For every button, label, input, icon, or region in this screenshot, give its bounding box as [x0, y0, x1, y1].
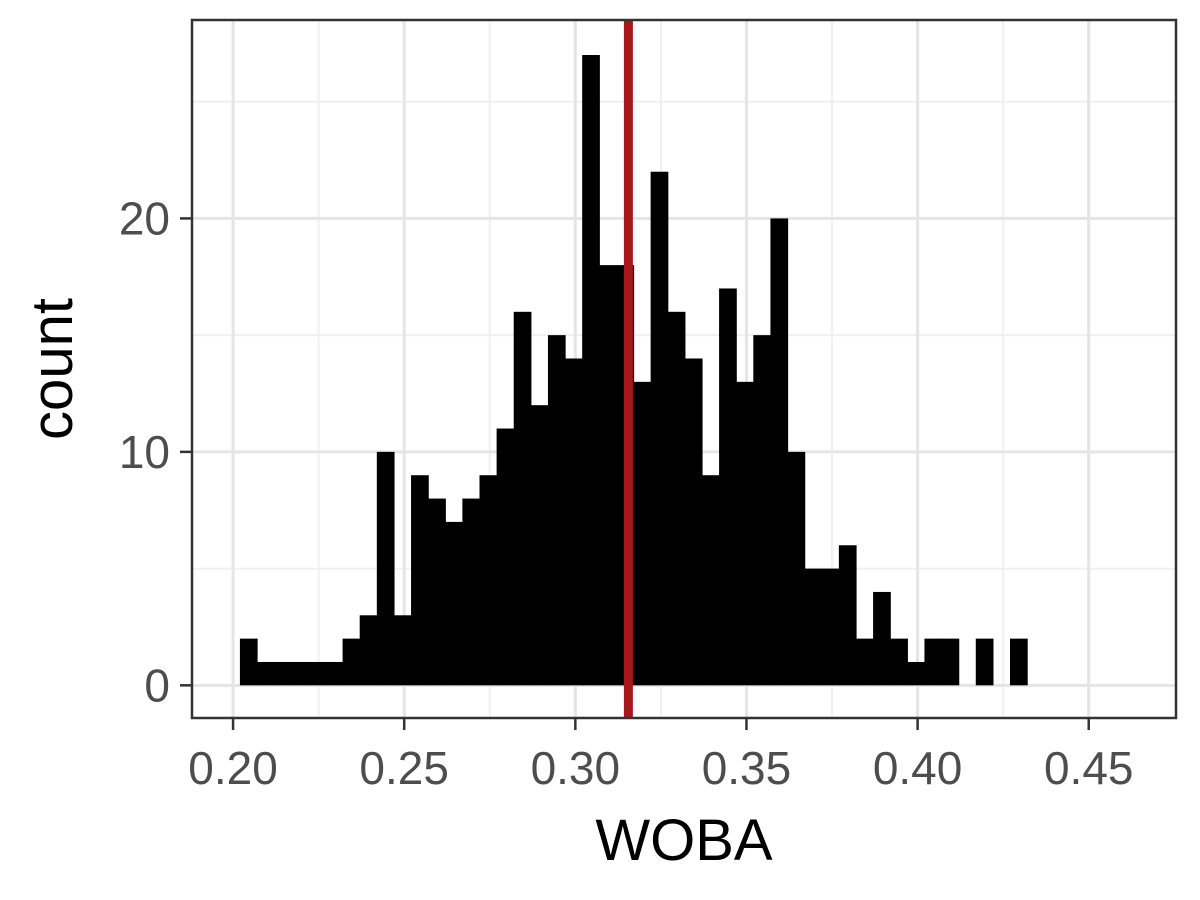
histogram-bar	[650, 171, 669, 686]
histogram-bar	[359, 615, 378, 686]
y-tick-label: 10	[119, 426, 170, 478]
histogram-bar	[719, 288, 737, 686]
histogram-bar	[770, 218, 789, 686]
y-tick-label: 20	[119, 192, 170, 244]
histogram-bar	[411, 475, 429, 686]
histogram-bar	[684, 358, 703, 686]
histogram-bar	[530, 405, 549, 686]
histogram-bar	[428, 498, 446, 686]
histogram-bar	[975, 638, 994, 686]
histogram-bar	[325, 661, 344, 686]
histogram-bars	[239, 55, 1028, 686]
histogram-bar	[907, 661, 926, 686]
histogram-bar	[787, 451, 806, 686]
histogram-bar	[239, 638, 258, 686]
histogram-bar	[838, 545, 857, 686]
histogram-bar	[308, 661, 327, 686]
histogram-bar	[873, 591, 891, 686]
histogram-bar	[1010, 638, 1028, 686]
histogram-bar	[736, 381, 754, 686]
histogram-bar	[855, 638, 874, 686]
x-tick-label: 0.45	[1044, 742, 1134, 794]
x-tick-label: 0.20	[188, 742, 278, 794]
histogram-bar	[890, 638, 908, 686]
histogram-bar	[462, 498, 481, 686]
histogram-bar	[342, 638, 361, 686]
histogram-bar	[924, 638, 943, 686]
histogram-bar	[291, 661, 309, 686]
histogram-bar	[547, 335, 566, 686]
y-axis-title: count	[20, 298, 85, 440]
histogram-bar	[582, 55, 600, 686]
histogram-bar	[633, 381, 652, 686]
histogram-bar	[753, 335, 772, 686]
histogram-bar	[821, 568, 840, 686]
x-axis-ticks: 0.20 0.25 0.30 0.35 0.40 0.45	[188, 718, 1133, 794]
histogram-bar	[941, 638, 960, 686]
histogram-bar	[445, 521, 463, 686]
x-axis-title: WOBA	[595, 808, 773, 873]
x-tick-label: 0.40	[873, 742, 963, 794]
histogram-bar	[376, 451, 395, 686]
y-axis-ticks: 0 10 20	[119, 192, 192, 711]
x-tick-label: 0.35	[702, 742, 792, 794]
histogram-bar	[257, 661, 275, 686]
histogram-bar	[701, 475, 720, 686]
histogram-bar	[393, 615, 412, 686]
x-tick-label: 0.30	[531, 742, 621, 794]
histogram-bar	[479, 475, 498, 686]
y-tick-label: 0	[144, 659, 170, 711]
plot-border	[190, 18, 1178, 720]
histogram-bar	[804, 568, 823, 686]
histogram-bar	[513, 311, 532, 686]
histogram-bar	[565, 358, 583, 686]
histogram-bar	[496, 428, 515, 686]
histogram-bar	[599, 265, 618, 686]
histogram-bar	[667, 311, 686, 686]
x-tick-label: 0.25	[359, 742, 449, 794]
histogram-bar	[274, 661, 292, 686]
